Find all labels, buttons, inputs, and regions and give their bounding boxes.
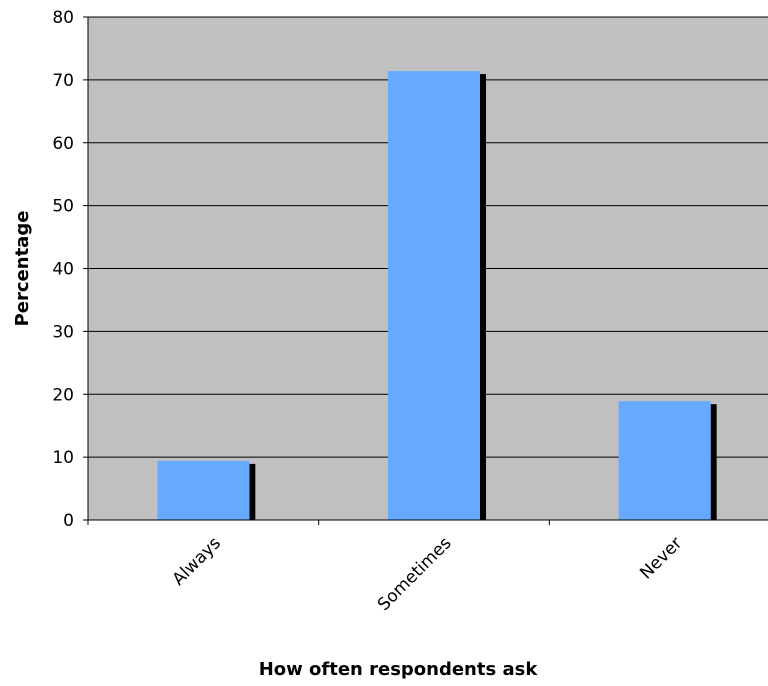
y-tick-label: 40 — [52, 260, 74, 280]
y-tick-label: 20 — [52, 385, 74, 405]
y-tick-label: 50 — [52, 197, 74, 217]
bar-always — [157, 460, 250, 520]
y-tick-label: 10 — [52, 448, 74, 468]
x-tick-labels: Always Sometimes Never — [169, 533, 687, 615]
x-tick-label-sometimes: Sometimes — [374, 533, 456, 615]
y-axis-title: Percentage — [12, 211, 33, 327]
y-tick-label: 0 — [63, 511, 74, 531]
x-axis-title: How often respondents ask — [259, 659, 539, 680]
bar-shadow-always — [249, 463, 256, 520]
bar-sometimes — [388, 71, 480, 520]
bars — [157, 71, 717, 520]
y-tick-label: 80 — [52, 8, 74, 28]
y-tick-labels: 0 10 20 30 40 50 60 70 80 — [52, 8, 74, 531]
axes — [83, 16, 768, 525]
y-tick-label: 30 — [52, 322, 74, 342]
x-tick-label-always: Always — [169, 533, 225, 589]
y-tick-label: 60 — [52, 134, 74, 154]
y-tick-label: 70 — [52, 71, 74, 91]
bar-shadow-sometimes — [480, 74, 486, 520]
bar-shadow-never — [710, 404, 717, 520]
x-tick-label-never: Never — [636, 533, 686, 583]
bar-never — [618, 401, 711, 520]
